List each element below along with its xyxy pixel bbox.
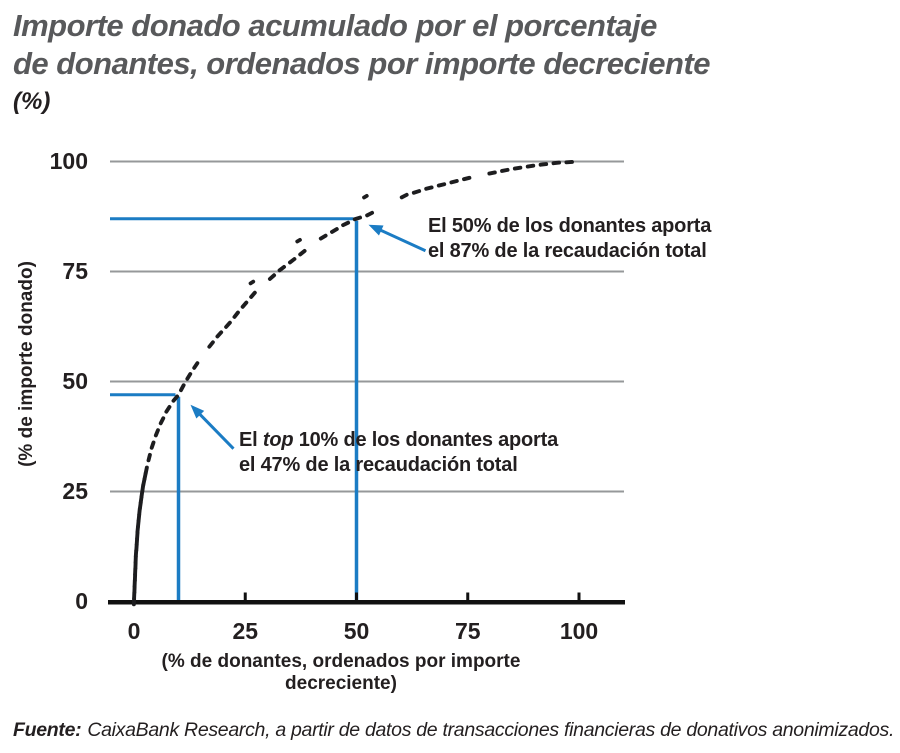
outlier-points [248, 193, 369, 286]
curve-dash [318, 233, 328, 241]
curve-dash [424, 185, 434, 191]
curve-dash [192, 361, 200, 370]
x-axis-line [108, 592, 625, 605]
annotation-10-line-1: El top 10% de los donantes aporta [239, 429, 559, 451]
curve-dash [500, 167, 510, 173]
curve-dash [207, 340, 215, 349]
curve-dash [330, 227, 339, 234]
curve-dash [365, 210, 375, 218]
curve-dash [564, 159, 574, 165]
curve-dash [143, 465, 149, 475]
annotation-top-10: El top 10% de los donantes aporta el 47%… [239, 428, 558, 478]
curve-dash [267, 273, 277, 281]
curve-dash [158, 416, 166, 426]
y-tick-label-50: 50 [62, 367, 88, 394]
curve-dash [487, 170, 497, 176]
source-text: CaixaBank Research, a partir de datos de… [87, 719, 895, 741]
curve-dash [232, 310, 240, 319]
curve-dash [153, 428, 160, 438]
x-tick-50 [355, 592, 358, 602]
cumulative-curve-dashes [131, 159, 574, 607]
x-tick-label-50: 50 [343, 618, 370, 644]
gridlines [110, 160, 624, 493]
annotation-arrow-head [368, 224, 384, 236]
title-line-1: Importe donado acumulado por el porcenta… [13, 8, 657, 43]
y-axis-title: (% de importe donado) [16, 261, 37, 467]
y-tick-label-75: 75 [62, 257, 88, 284]
x-tick-100 [577, 592, 581, 602]
annotation-arrow-head [190, 404, 205, 419]
x-tick-75 [466, 592, 470, 602]
curve-dash [146, 452, 152, 463]
curve-dash [436, 182, 447, 188]
curve-dash [249, 290, 257, 299]
curve-dash [179, 383, 186, 393]
curve-dash [215, 330, 224, 339]
curve-dash [538, 162, 549, 167]
curve-dash [449, 179, 459, 185]
curve-dash [525, 163, 536, 169]
curve-dash [512, 165, 523, 171]
title-line-2: de donantes, ordenados por importe decre… [13, 46, 711, 81]
annotation-arrow-shaft [377, 227, 427, 253]
annotation-arrow-shaft [197, 411, 235, 450]
outlier-dot [362, 193, 369, 200]
page-title: Importe donado acumulado por el porcenta… [13, 7, 711, 83]
annotation-50-line-1: El 50% de los donantes aporta [428, 215, 712, 237]
annotation-10-line-2: el 47% de la recaudación total [239, 454, 518, 476]
curve-dash [224, 320, 232, 329]
y-tick-label-100: 100 [49, 147, 88, 174]
title-unit: (%) [13, 88, 51, 115]
curve-dash [341, 220, 351, 228]
source-label: Fuente: [13, 719, 82, 741]
x-tick-label-100: 100 [559, 618, 599, 644]
y-tick-label-0: 0 [75, 587, 88, 614]
y-tick-label-25: 25 [62, 477, 88, 504]
curve-dash [462, 175, 472, 182]
annotation-guide-lines [110, 217, 359, 603]
x-tick-label-0: 0 [127, 618, 141, 644]
x-axis-baseline [108, 600, 625, 605]
curve-dash [399, 192, 409, 200]
curve-dash [352, 215, 363, 222]
annotation-50-percent: El 50% de los donantes aporta el 87% de … [428, 214, 711, 264]
outlier-dot [295, 237, 302, 244]
source-note: Fuente: CaixaBank Research, a partir de d… [13, 719, 895, 742]
curve-dash [411, 189, 422, 195]
x-tick-25 [243, 592, 247, 602]
curve-dash [288, 257, 297, 265]
curve-dash [185, 372, 193, 381]
annotation-50-line-2: el 87% de la recaudación total [428, 240, 707, 262]
outlier-dot [248, 279, 256, 286]
curve-dash [171, 394, 180, 403]
curve-dash [164, 405, 172, 414]
x-tick-label-75: 75 [454, 618, 481, 644]
curve-dash [551, 160, 562, 166]
curve-dash [298, 249, 307, 257]
curve-dash [240, 300, 249, 309]
curve-dash [277, 264, 286, 273]
annotation-arrows [190, 224, 427, 450]
curve-dash [149, 440, 156, 450]
x-tick-label-25: 25 [232, 618, 259, 644]
x-axis-title: (% de donantes, ordenados por importe de… [161, 651, 521, 694]
